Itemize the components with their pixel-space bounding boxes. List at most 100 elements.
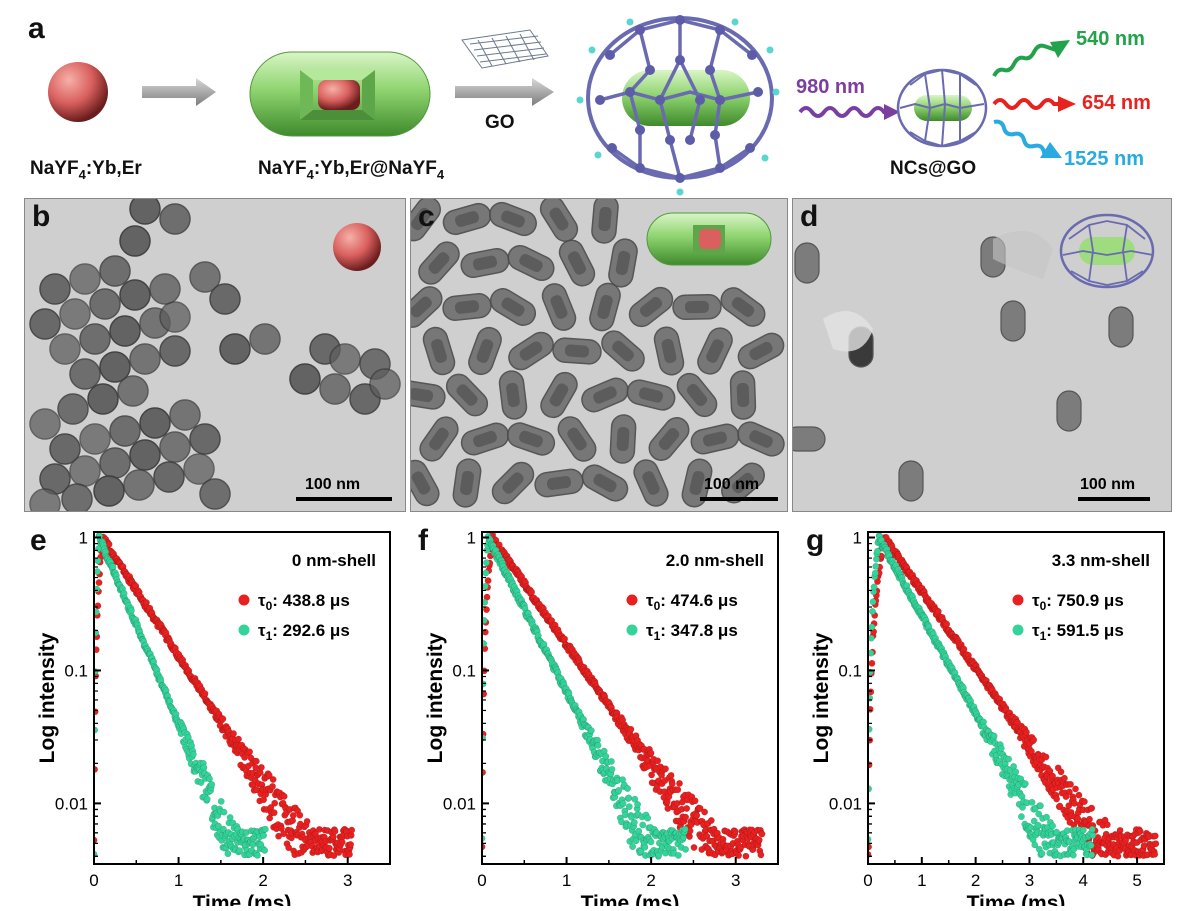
data-point-tau1 bbox=[874, 547, 881, 555]
data-point-tau0 bbox=[1053, 795, 1061, 803]
data-point-tau0 bbox=[1136, 827, 1144, 835]
tem-rod bbox=[720, 287, 766, 327]
panel-letter-d: d bbox=[800, 200, 819, 233]
excitation-label: 980 nm bbox=[796, 76, 865, 98]
tem-rod bbox=[581, 377, 629, 413]
tem-particle bbox=[29, 308, 61, 340]
data-point-tau1 bbox=[220, 808, 228, 816]
legend-entry: τ1: 292.6 μs bbox=[258, 621, 350, 643]
data-point-tau1 bbox=[587, 727, 595, 735]
x-tick-label: 2 bbox=[258, 871, 267, 890]
data-point-tau1 bbox=[214, 822, 222, 830]
legend-marker bbox=[238, 624, 250, 636]
data-point-tau1 bbox=[868, 725, 873, 733]
data-point-tau1 bbox=[607, 757, 615, 765]
data-point-tau1 bbox=[644, 814, 652, 822]
tem-particle bbox=[159, 301, 191, 333]
tem-particle bbox=[329, 343, 361, 375]
go-label: GO bbox=[485, 112, 515, 133]
tem-rod bbox=[498, 370, 528, 420]
data-point-tau0 bbox=[667, 771, 675, 779]
legend-marker bbox=[1012, 624, 1024, 636]
tem-rod bbox=[442, 202, 492, 236]
data-point-tau1 bbox=[635, 827, 643, 835]
core-sphere bbox=[48, 62, 108, 122]
tem-particle bbox=[119, 225, 151, 257]
tem-particle bbox=[183, 453, 215, 485]
coreshell-capsule bbox=[249, 51, 431, 137]
data-point-tau1 bbox=[261, 846, 269, 854]
tem-rod bbox=[626, 379, 676, 411]
decay-chart-g-svg: 0 1 2 3 4 5 1 0.1 0.01 Time (ms) Log intensity 3.3 … bbox=[810, 529, 1165, 911]
inset-go-cage-icon bbox=[1059, 213, 1155, 289]
data-point-tau0 bbox=[1065, 802, 1073, 810]
data-point-tau0 bbox=[1042, 753, 1050, 761]
go-cage-large bbox=[576, 15, 780, 196]
data-point-tau1 bbox=[1088, 851, 1096, 859]
data-point-tau0 bbox=[1086, 815, 1093, 823]
data-point-tau1 bbox=[483, 559, 490, 567]
x-axis-label: Time (ms) bbox=[581, 892, 680, 906]
data-point-tau1 bbox=[682, 845, 689, 853]
data-point-tau0 bbox=[285, 844, 293, 852]
legend-marker bbox=[626, 624, 638, 636]
panel-letter-f: f bbox=[418, 524, 428, 557]
data-point-tau1 bbox=[1031, 841, 1039, 849]
tem-rod bbox=[601, 330, 645, 372]
data-point-tau1 bbox=[219, 825, 227, 833]
tem-rod bbox=[737, 421, 785, 457]
data-point-tau1 bbox=[868, 649, 875, 657]
legend-marker bbox=[238, 594, 250, 606]
data-point-tau0 bbox=[1065, 788, 1073, 796]
x-axis-label: Time (ms) bbox=[193, 892, 292, 906]
data-point-tau0 bbox=[1060, 774, 1068, 782]
data-point-tau0 bbox=[648, 771, 656, 779]
decay-chart-e: 0 1 2 3 1 0.1 0.01 Time (ms) Log intensity 0 nm-s… bbox=[26, 518, 402, 911]
shell-annotation: 3.3 nm-shell bbox=[1052, 551, 1150, 570]
data-point-tau0 bbox=[1067, 780, 1074, 788]
y-tick-label: 0.1 bbox=[452, 661, 476, 680]
go-cage-small bbox=[896, 68, 988, 148]
x-tick-label: 0 bbox=[863, 871, 872, 890]
data-point-tau1 bbox=[869, 598, 877, 606]
tem-rod bbox=[468, 326, 502, 376]
x-tick-label: 2 bbox=[646, 871, 655, 890]
tem-particle bbox=[79, 423, 111, 455]
tem-rod bbox=[653, 326, 685, 376]
y-tick-label: 0.1 bbox=[838, 661, 862, 680]
data-point-tau1 bbox=[1087, 842, 1095, 849]
data-point-tau1 bbox=[872, 562, 880, 570]
tem-particle bbox=[289, 363, 321, 395]
data-point-tau0 bbox=[1080, 798, 1088, 805]
data-point-tau1 bbox=[674, 851, 682, 859]
tem-particle bbox=[159, 335, 191, 367]
inset-capsule-icon bbox=[646, 212, 772, 266]
emission-1525-label: 1525 nm bbox=[1064, 148, 1145, 170]
data-point-tau1 bbox=[868, 623, 876, 631]
tem-particle bbox=[57, 393, 89, 425]
data-point-tau1 bbox=[261, 825, 269, 833]
tem-rod bbox=[411, 199, 441, 242]
data-point-tau1 bbox=[632, 837, 640, 845]
data-point-tau1 bbox=[482, 617, 488, 624]
x-tick-label: 4 bbox=[1079, 871, 1088, 890]
tem-rod bbox=[419, 416, 459, 462]
data-point-tau1 bbox=[208, 781, 216, 788]
data-point-tau1 bbox=[594, 741, 602, 749]
data-point-tau0 bbox=[943, 620, 951, 628]
tem-rod bbox=[442, 292, 492, 322]
tem-particle bbox=[87, 383, 119, 415]
panel-letter-b: b bbox=[32, 200, 51, 233]
y-axis-label: Log intensity bbox=[36, 632, 59, 763]
data-point-tau0 bbox=[94, 708, 99, 716]
data-point-tau1 bbox=[94, 629, 100, 637]
data-point-tau1 bbox=[217, 797, 225, 805]
data-point-tau1 bbox=[625, 803, 633, 811]
panel-letter-e: e bbox=[30, 524, 47, 557]
data-point-tau1 bbox=[253, 851, 261, 859]
legend-marker bbox=[1012, 594, 1024, 606]
x-tick-label: 0 bbox=[89, 871, 98, 890]
tem-rod bbox=[491, 461, 535, 505]
data-point-tau0 bbox=[235, 735, 242, 743]
tem-particle bbox=[319, 373, 351, 405]
